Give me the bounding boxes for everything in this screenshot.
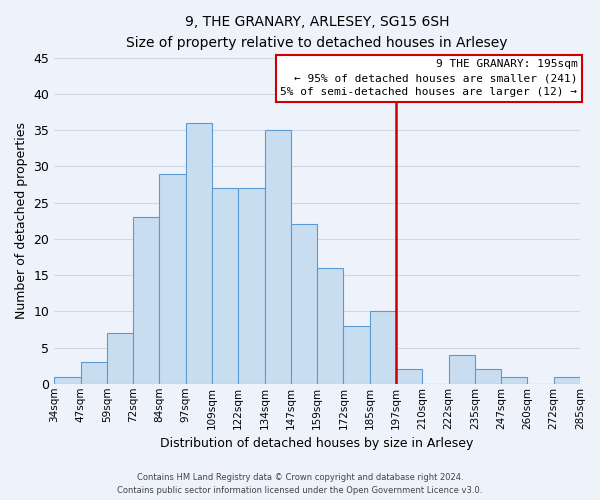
Bar	[186, 123, 212, 384]
Bar	[265, 130, 291, 384]
Bar	[107, 333, 133, 384]
Bar	[501, 376, 527, 384]
Bar	[554, 376, 580, 384]
Text: 9 THE GRANARY: 195sqm
← 95% of detached houses are smaller (241)
5% of semi-deta: 9 THE GRANARY: 195sqm ← 95% of detached …	[280, 60, 577, 98]
Bar	[396, 370, 422, 384]
Bar	[475, 370, 501, 384]
Bar	[370, 312, 396, 384]
Bar	[449, 355, 475, 384]
Bar	[238, 188, 265, 384]
Title: 9, THE GRANARY, ARLESEY, SG15 6SH
Size of property relative to detached houses i: 9, THE GRANARY, ARLESEY, SG15 6SH Size o…	[127, 15, 508, 50]
Y-axis label: Number of detached properties: Number of detached properties	[15, 122, 28, 319]
Bar	[160, 174, 186, 384]
Bar	[80, 362, 107, 384]
X-axis label: Distribution of detached houses by size in Arlesey: Distribution of detached houses by size …	[160, 437, 474, 450]
Bar	[54, 376, 80, 384]
Text: Contains HM Land Registry data © Crown copyright and database right 2024.
Contai: Contains HM Land Registry data © Crown c…	[118, 474, 482, 495]
Bar	[291, 224, 317, 384]
Bar	[212, 188, 238, 384]
Bar	[133, 217, 160, 384]
Bar	[343, 326, 370, 384]
Bar	[317, 268, 343, 384]
